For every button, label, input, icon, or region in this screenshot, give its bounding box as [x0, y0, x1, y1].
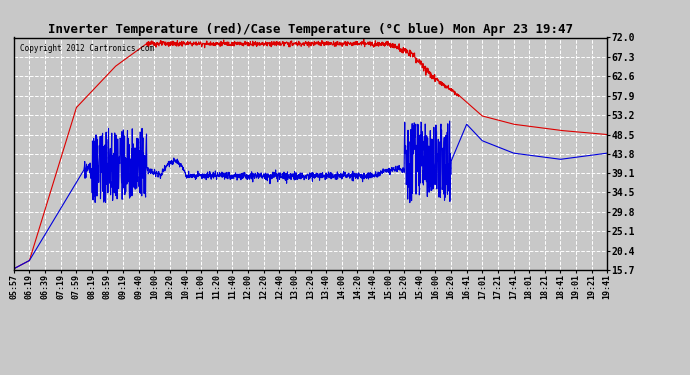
Text: Copyright 2012 Cartronics.com: Copyright 2012 Cartronics.com [20, 45, 154, 54]
Title: Inverter Temperature (red)/Case Temperature (°C blue) Mon Apr 23 19:47: Inverter Temperature (red)/Case Temperat… [48, 23, 573, 36]
